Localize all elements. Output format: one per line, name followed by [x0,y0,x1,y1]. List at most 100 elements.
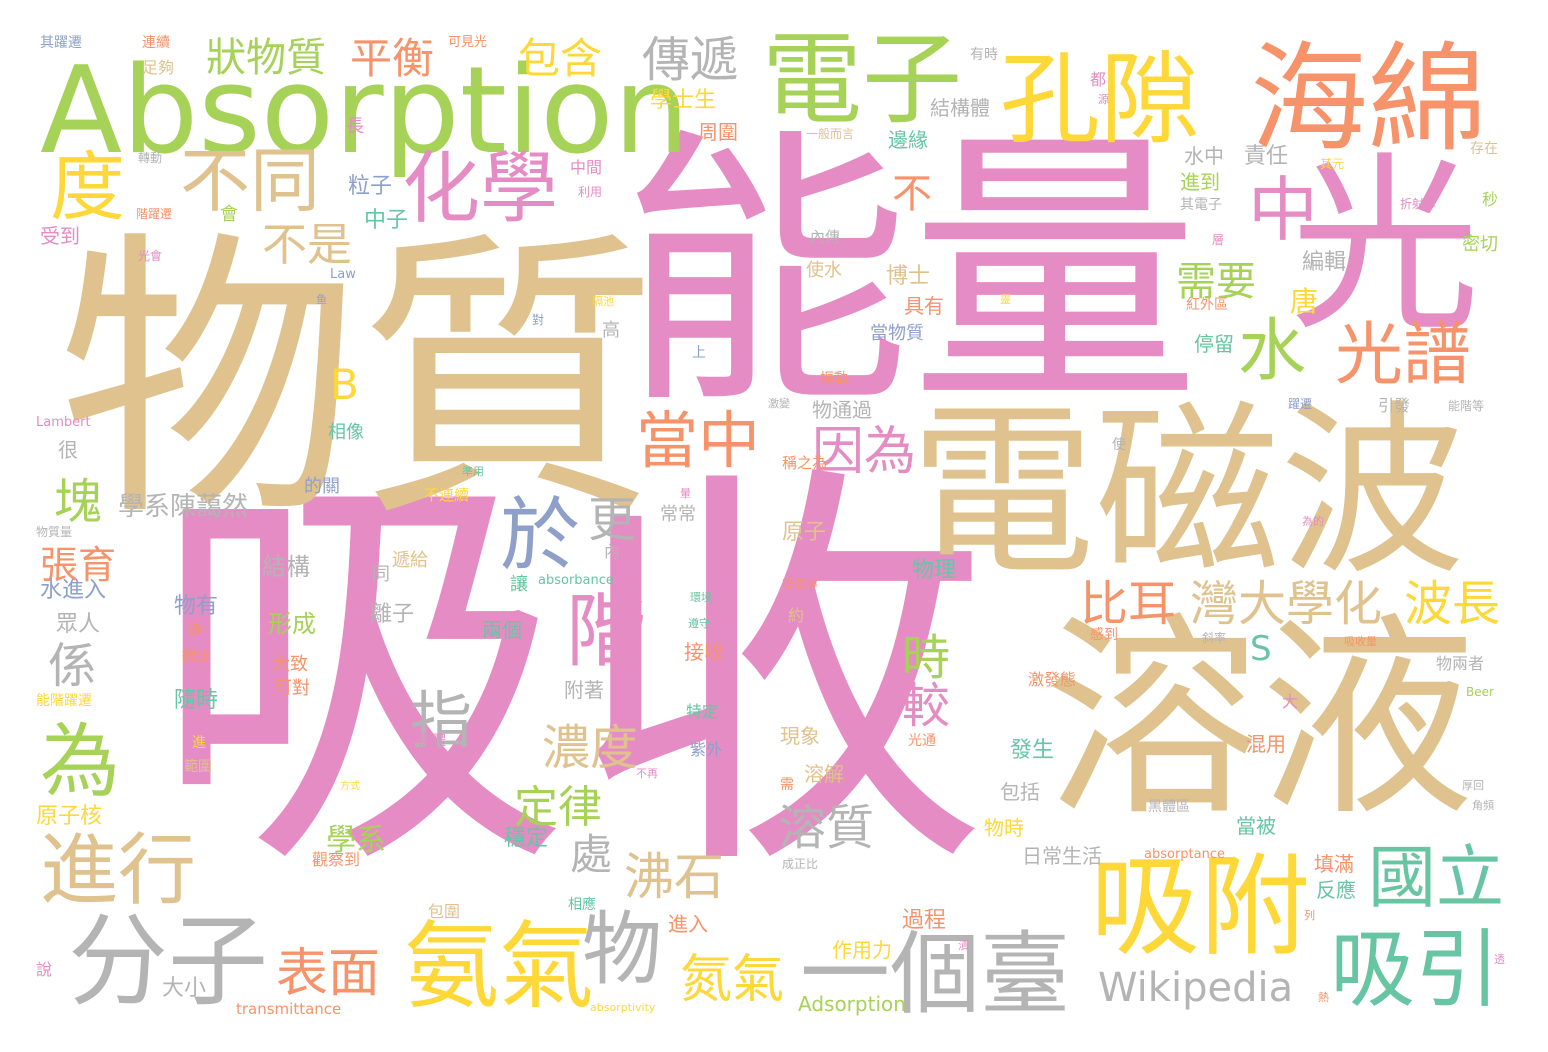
word-visible: 可見光 [448,35,488,50]
word-close: 密切 [1462,234,1498,255]
word-apply: 準用 [462,465,484,478]
word-microwave: 微波 [182,649,210,665]
word-is: 係 [48,638,97,694]
word-solute: 溶質 [778,800,875,856]
word-range: 範圍 [184,759,212,775]
word-environment: 環境 [690,591,712,604]
word-daily-life: 日常生活 [1022,844,1102,868]
word-receive: 接收 [684,640,724,664]
word-say: 說 [36,960,53,979]
word-thick-back: 厚回 [1462,779,1484,792]
word-big: 大 [1282,692,1299,711]
word-dept: 學系 [326,823,386,858]
word-enter: 進入 [668,912,708,936]
word-energy: 能量 [620,106,1200,443]
word-around: 周圍 [698,120,738,144]
word-size: 大小 [162,976,207,1001]
word-often: 常常 [660,504,696,525]
word-one-tai: 一個臺 [800,922,1070,1027]
word-adsorption-en: Adsorption [798,992,906,1016]
word-degree: 度 [50,143,126,231]
word-let: 讓 [510,574,528,595]
word-heat: 熱 [1318,991,1329,1004]
word-s: S [1250,629,1272,669]
word-surround: 包圍 [428,902,461,921]
word-can-to: 可對 [274,678,310,699]
word-law: 定律 [514,782,602,833]
word-absorb-amount: 吸收量 [1344,635,1377,648]
word-pass: 過 [188,623,202,639]
word-excited-state: 激發態 [1028,670,1077,689]
word-specific: 特定 [686,702,719,721]
word-ion: 離子 [370,602,415,627]
word-layer: 層 [1212,233,1225,247]
word-obey: 遵守 [688,617,710,630]
word-water: 水 [1238,312,1307,391]
word-national: 國立 [1368,839,1505,918]
word-level-transition: 能階躍遷 [36,693,92,709]
word-when-matter: 當物質 [870,323,924,344]
word-spectrum: 光譜 [1335,316,1472,395]
word-physics: 物理 [912,558,957,583]
word-exist: 存在 [1470,141,1498,157]
word-different: 不同 [180,140,320,222]
word-structure-body: 結構體 [930,96,990,120]
word-transmittance: transmittance [236,1000,342,1018]
word-very: 很 [58,438,78,462]
word-edit: 編輯 [1302,250,1347,275]
word-people: 眾人 [56,612,101,637]
word-proportional: 成正比 [782,857,819,871]
word-dissolve: 溶解 [804,762,844,786]
word-roughly: 大致 [272,654,308,675]
word-fill: 填滿 [1314,852,1354,876]
word-refractive: 折射率 [1400,197,1437,211]
word-slope: 斜率 [1202,631,1227,645]
word-pass-to: 遞給 [392,550,428,571]
word-attach: 附著 [564,678,604,702]
word-absorb: 吸收 [150,433,990,922]
word-corresp: 相應 [568,897,596,913]
word-because: 因為 [812,422,917,482]
word-its-electron: 其電子 [1180,197,1222,213]
word-lambert: Lambert [36,415,91,430]
word-light-pass: 光通 [908,733,936,749]
word-pores: 孔隙 [1000,41,1200,158]
word-transition: 躍遷 [1288,397,1313,411]
word-solution: 溶液 [1045,594,1475,845]
word-include: 包括 [1000,780,1040,804]
word-mid-between: 中間 [570,158,603,177]
word-block: 塊 [54,474,103,530]
word-in-water: 水中 [1184,144,1224,168]
word-source: 源 [1098,93,1109,106]
word-light: 光 [1290,136,1481,357]
word-long: 長 [346,116,364,137]
word-its-transition: 其躍遷 [40,35,82,51]
word-mix-use: 混用 [1246,732,1286,756]
word-cell: 隔池 [592,295,614,308]
word-step-transition: 階躍遷 [136,207,173,221]
word-permeate: 渗透 [620,705,640,716]
word-trigger: 引發 [1378,396,1411,415]
word-em-wave: 電磁波 [910,384,1465,600]
word-not: 不 [892,171,932,217]
word-meet: 遇 [272,725,282,736]
word-use: 利用 [578,185,603,199]
word-doctor: 博士 [886,264,931,289]
word-as-of: 為的 [1302,515,1324,528]
word-inner-pass: 內傳 [810,228,841,246]
word-dept-chen: 學系陳藹然 [118,492,249,522]
word-high: 高 [602,320,620,341]
word-compare: 較 [902,678,951,734]
word-absorptivity: absorptivity [590,1001,656,1014]
word-during: 當中 [636,404,761,477]
word-form: 形成 [268,610,316,638]
word-fish: 鱼 [316,293,327,306]
word-manner: 方式 [340,781,360,792]
word-attract: 吸引 [1330,921,1501,1020]
word-nitrogen: 氮氣 [680,950,785,1010]
word-second: 秒 [1482,190,1499,209]
word-exc-change: 激變 [768,397,790,410]
word-more: 更 [588,492,637,548]
word-through-2: 透 [1494,953,1505,966]
